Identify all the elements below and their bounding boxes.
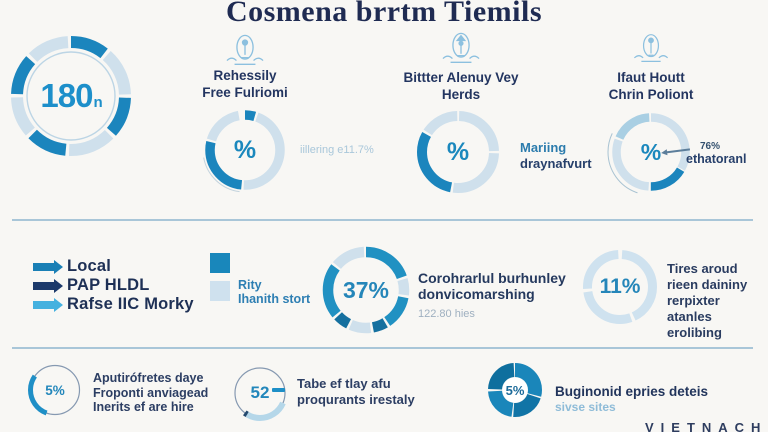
big-value-text: 180 [40,77,93,114]
swatch-label-line1: Rity [238,278,262,292]
monument-icon [226,34,264,66]
column-4-annotation-line1: 76% [700,141,721,152]
swatch-label-line2: Ihanith stort [238,292,311,306]
column-2-label-line1: Rehessily [213,68,277,83]
brand-wordmark: VIETNACH [645,420,768,432]
stat-11-text: Tires aroud rieen daininy rerpixter atan… [667,261,767,341]
statue-icon [633,34,669,62]
stat-37-line3: 122.80 hies [418,308,475,320]
column-2-donut-chart [202,107,288,193]
bottom-stat-2-line2: proqurants irestaly [297,392,415,407]
lamp-icon [442,32,480,64]
separator-top [12,219,753,221]
big-donut-value: 180 n [3,28,139,164]
stat-11-line3: rerpixter atanles [667,293,720,324]
legend-item-local: Local [67,257,112,275]
column-3-label-line1: Bittter Alenuy Vey [403,70,519,85]
bottom-gauge-1 [28,363,82,417]
stat-37-donut-chart [322,246,410,334]
column-3-annotation-line1: Mariing [520,140,567,155]
column-3-donut-value: % [446,137,470,166]
stat-11-line2: rieen daininy [667,277,748,292]
stat-37-line2: donvicomarshing [418,286,535,302]
column-2-label-line2: Free Fulriomi [202,84,288,100]
bottom-stat-3-line1: Buginonid epries deteis [555,384,709,399]
big-donut-chart [11,36,131,156]
column-4-label-line1: Ifaut Houtt [617,70,685,85]
bottom-gauge-2-value: 52 [250,383,270,402]
swatch-light-blue [210,281,230,301]
bottom-donut-3 [488,363,542,417]
stat-37-text: Corohrarlul burhunley donvicomarshing 12… [418,270,618,322]
column-3-donut-chart [417,111,499,193]
arrow-icon-local [33,259,63,274]
column-4-label-line2: Chrin Poliont [608,86,694,102]
bottom-stat-1-text: Aputirófretes daye Froponti anviagead In… [93,371,208,415]
bottom-donut-3-value: 5% [505,382,525,398]
bottom-gauge-2 [232,365,288,421]
bottom-gauge-1-value: 5% [45,382,65,398]
bottom-stat-1-line3: Inerits ef are hire [93,400,194,414]
legend-item-rafse: Rafse IIC Morky [67,295,194,313]
column-4-label: Ifaut Houtt Chrin Poliont [571,70,731,103]
column-2-annotation: iillering e11.7% [300,144,374,156]
big-value-suffix: n [93,93,102,111]
stat-11-value: 11% [599,275,641,298]
column-3-annotation-line2: draynafvurt [520,156,592,171]
stat-37-line1: Corohrarlul burhunley [418,270,566,286]
bottom-stat-2-line1: Tabe ef tlay afu [297,376,391,391]
stat-11-line1: Tires aroud [667,261,738,276]
column-4-donut-value: % [640,138,662,165]
arrow-icon-pap-hldl [33,278,63,293]
dash-marker [272,388,285,392]
separator-bottom [12,347,753,349]
stat-11-line4: erolibing [667,325,722,340]
bottom-stat-3-line2: sivse sites [555,400,616,414]
column-2-label: Rehessily Free Fulriomi [165,68,325,101]
bottom-stat-2-text: Tabe ef tlay afu proqurants irestaly [297,376,415,408]
page-title: Cosmena brrtm Tiemils [225,0,543,28]
column-4-annotation-line2: ethatoranl [686,152,747,166]
stat-37-value: 37% [342,276,390,303]
column-3-label: Bittter Alenuy Vey Herds [381,70,541,103]
bottom-stat-1-line1: Aputirófretes daye [93,371,204,385]
stat-11-donut-chart [583,250,657,324]
column-4-donut-chart [607,108,695,196]
arrow-icon-rafse [33,297,63,312]
column-2-donut-value: % [233,135,257,164]
swatch-dark-blue [210,253,230,273]
bottom-stat-1-line2: Froponti anviagead [93,385,209,400]
column-3-label-line2: Herds [441,86,481,102]
legend-item-pap-hldl: PAP HLDL [67,276,150,294]
